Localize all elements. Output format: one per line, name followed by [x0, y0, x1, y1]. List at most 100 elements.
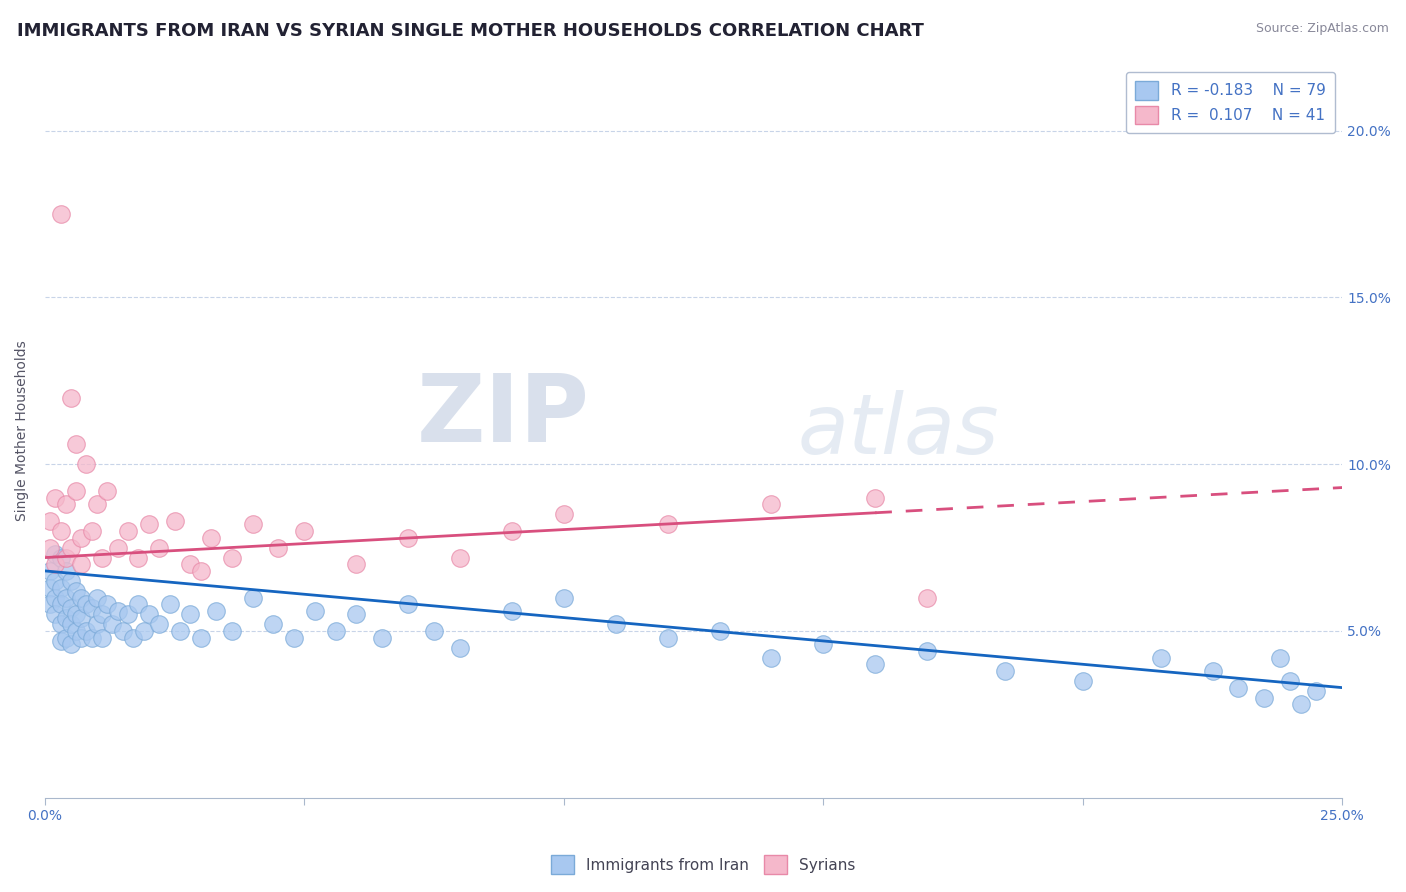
Point — [138, 517, 160, 532]
Legend: Immigrants from Iran, Syrians: Immigrants from Iran, Syrians — [544, 849, 862, 880]
Point — [44, 547, 66, 561]
Point — [76, 597, 98, 611]
Legend: R = -0.183    N = 79, R =  0.107    N = 41: R = -0.183 N = 79, R = 0.107 N = 41 — [1126, 71, 1334, 134]
Point — [101, 617, 124, 632]
Point — [915, 644, 938, 658]
Point — [49, 524, 72, 538]
Point — [70, 531, 93, 545]
Point — [39, 541, 62, 555]
Point — [262, 617, 284, 632]
Point — [1253, 690, 1275, 705]
Point — [122, 631, 145, 645]
Point — [59, 617, 82, 632]
Point — [501, 524, 523, 538]
Y-axis label: Single Mother Households: Single Mother Households — [15, 341, 30, 521]
Point — [39, 514, 62, 528]
Point — [1201, 664, 1223, 678]
Point — [344, 558, 367, 572]
Point — [49, 550, 72, 565]
Point — [111, 624, 134, 638]
Point — [1227, 681, 1250, 695]
Point — [127, 597, 149, 611]
Point — [44, 558, 66, 572]
Point — [55, 591, 77, 605]
Point — [55, 497, 77, 511]
Point — [761, 650, 783, 665]
Point — [44, 607, 66, 622]
Point — [1279, 673, 1302, 688]
Point — [70, 610, 93, 624]
Point — [76, 457, 98, 471]
Point — [55, 610, 77, 624]
Point — [179, 558, 201, 572]
Point — [159, 597, 181, 611]
Point — [70, 631, 93, 645]
Point — [80, 600, 103, 615]
Point — [1289, 698, 1312, 712]
Point — [304, 604, 326, 618]
Point — [221, 550, 243, 565]
Point — [65, 437, 87, 451]
Point — [813, 637, 835, 651]
Point — [55, 631, 77, 645]
Point — [205, 604, 228, 618]
Point — [221, 624, 243, 638]
Point — [80, 524, 103, 538]
Point — [1268, 650, 1291, 665]
Text: ZIP: ZIP — [418, 370, 591, 462]
Point — [148, 617, 170, 632]
Point — [55, 564, 77, 578]
Point — [1305, 684, 1327, 698]
Text: IMMIGRANTS FROM IRAN VS SYRIAN SINGLE MOTHER HOUSEHOLDS CORRELATION CHART: IMMIGRANTS FROM IRAN VS SYRIAN SINGLE MO… — [17, 22, 924, 40]
Point — [449, 640, 471, 655]
Point — [132, 624, 155, 638]
Point — [138, 607, 160, 622]
Point — [325, 624, 347, 638]
Point — [39, 564, 62, 578]
Point — [80, 631, 103, 645]
Text: atlas: atlas — [797, 391, 1000, 471]
Point — [39, 597, 62, 611]
Point — [344, 607, 367, 622]
Point — [65, 607, 87, 622]
Point — [76, 624, 98, 638]
Point — [553, 507, 575, 521]
Point — [44, 591, 66, 605]
Point — [179, 607, 201, 622]
Point — [117, 524, 139, 538]
Point — [91, 607, 114, 622]
Point — [396, 597, 419, 611]
Text: Source: ZipAtlas.com: Source: ZipAtlas.com — [1256, 22, 1389, 36]
Point — [59, 600, 82, 615]
Point — [449, 550, 471, 565]
Point — [501, 604, 523, 618]
Point — [657, 517, 679, 532]
Point — [1149, 650, 1171, 665]
Point — [709, 624, 731, 638]
Point — [423, 624, 446, 638]
Point — [65, 583, 87, 598]
Point — [39, 581, 62, 595]
Point — [242, 591, 264, 605]
Point — [49, 207, 72, 221]
Point — [267, 541, 290, 555]
Point — [59, 541, 82, 555]
Point — [605, 617, 627, 632]
Point — [91, 631, 114, 645]
Point — [117, 607, 139, 622]
Point — [96, 597, 118, 611]
Point — [190, 631, 212, 645]
Point — [107, 604, 129, 618]
Point — [70, 558, 93, 572]
Point — [200, 531, 222, 545]
Point — [190, 564, 212, 578]
Point — [371, 631, 394, 645]
Point — [44, 491, 66, 505]
Point — [294, 524, 316, 538]
Point — [49, 617, 72, 632]
Point — [59, 637, 82, 651]
Point — [55, 550, 77, 565]
Point — [44, 574, 66, 588]
Point — [49, 634, 72, 648]
Point — [86, 591, 108, 605]
